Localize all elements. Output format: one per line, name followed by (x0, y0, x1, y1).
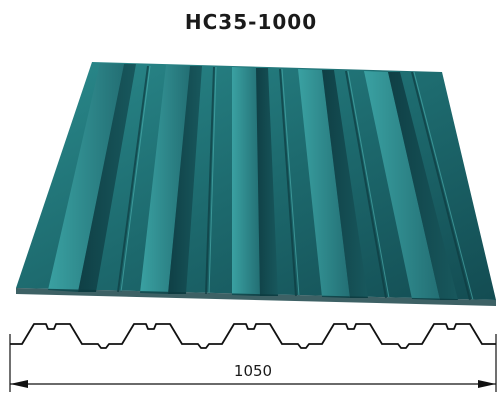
width-dimension (9, 334, 497, 392)
product-title: НС35-1000 (184, 10, 318, 34)
profile-cross-section (10, 323, 496, 349)
width-label: 1050 (234, 362, 272, 380)
sheet-body (16, 62, 496, 306)
